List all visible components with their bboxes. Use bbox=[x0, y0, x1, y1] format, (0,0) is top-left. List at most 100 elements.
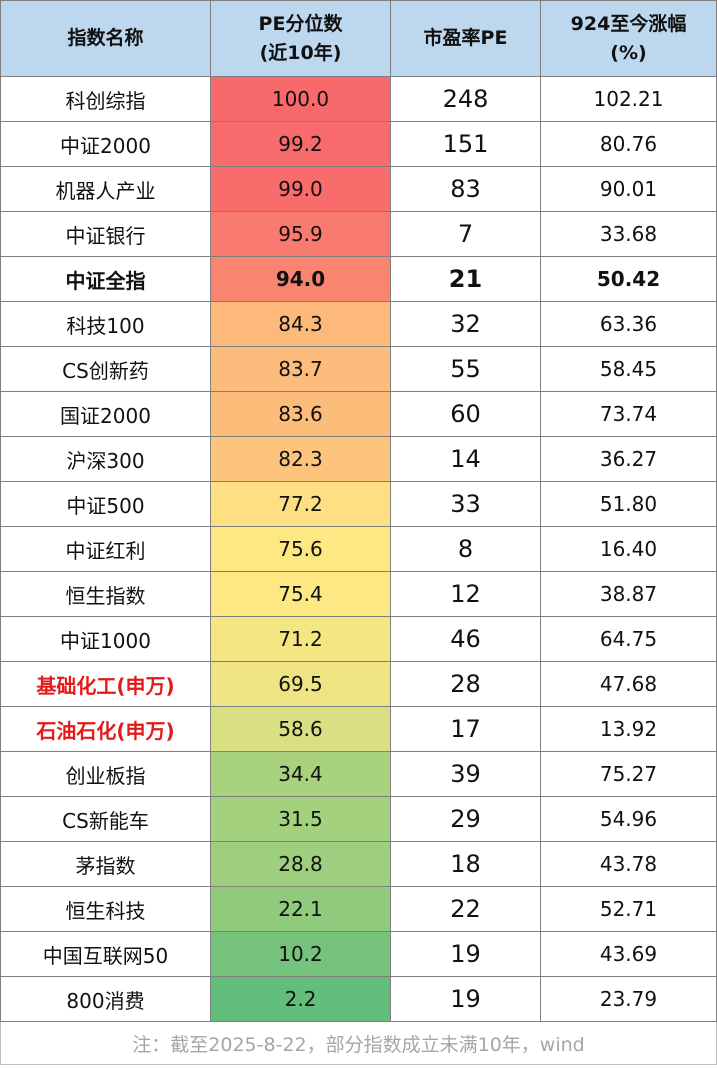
pe-percentile-cell: 71.2 bbox=[210, 616, 391, 662]
pe-percentile-cell: 34.4 bbox=[210, 751, 391, 797]
pe-percentile-cell: 83.6 bbox=[210, 391, 391, 437]
index-name-cell: 中证1000 bbox=[0, 616, 211, 662]
pe-ratio-cell: 28 bbox=[390, 661, 541, 707]
index-name-cell: 国证2000 bbox=[0, 391, 211, 437]
note-row: 注：截至2025-8-22，部分指数成立未满10年，wind bbox=[0, 1021, 717, 1065]
index-name-cell: 中证红利 bbox=[0, 526, 211, 572]
pe-ratio-cell: 39 bbox=[390, 751, 541, 797]
pe-ratio-cell: 60 bbox=[390, 391, 541, 437]
index-name-cell: CS新能车 bbox=[0, 796, 211, 842]
table-row: 茅指数 28.8 18 43.78 bbox=[0, 841, 717, 887]
pe-percentile-cell: 99.0 bbox=[210, 166, 391, 212]
table-row: 基础化工(申万) 69.5 28 47.68 bbox=[0, 661, 717, 707]
pe-percentile-cell: 31.5 bbox=[210, 796, 391, 842]
index-name-cell: 800消费 bbox=[0, 976, 211, 1022]
index-name-cell: 茅指数 bbox=[0, 841, 211, 887]
index-name-cell: CS创新药 bbox=[0, 346, 211, 392]
table-row: CS创新药 83.7 55 58.45 bbox=[0, 346, 717, 392]
index-name-cell: 石油石化(申万) bbox=[0, 706, 211, 752]
gain-cell: 52.71 bbox=[540, 886, 717, 932]
gain-cell: 16.40 bbox=[540, 526, 717, 572]
header-index-name: 指数名称 bbox=[0, 0, 211, 77]
pe-percentile-cell: 2.2 bbox=[210, 976, 391, 1022]
gain-cell: 58.45 bbox=[540, 346, 717, 392]
gain-cell: 38.87 bbox=[540, 571, 717, 617]
pe-ratio-cell: 83 bbox=[390, 166, 541, 212]
table-body: 科创综指 100.0 248 102.21 中证2000 99.2 151 80.76 机器人产… bbox=[0, 76, 717, 1022]
pe-ratio-cell: 46 bbox=[390, 616, 541, 662]
gain-cell: 73.74 bbox=[540, 391, 717, 437]
table-row: 石油石化(申万) 58.6 17 13.92 bbox=[0, 706, 717, 752]
pe-ratio-cell: 17 bbox=[390, 706, 541, 752]
index-name-cell: 科创综指 bbox=[0, 76, 211, 122]
pe-percentile-cell: 28.8 bbox=[210, 841, 391, 887]
header-gain-line2: (%) bbox=[610, 41, 647, 64]
pe-ratio-cell: 55 bbox=[390, 346, 541, 392]
header-pe-ratio: 市盈率PE bbox=[390, 0, 541, 77]
table-row: 科创综指 100.0 248 102.21 bbox=[0, 76, 717, 122]
table-row: 中证500 77.2 33 51.80 bbox=[0, 481, 717, 527]
gain-cell: 33.68 bbox=[540, 211, 717, 257]
pe-ratio-cell: 19 bbox=[390, 931, 541, 977]
gain-cell: 36.27 bbox=[540, 436, 717, 482]
table-row: 机器人产业 99.0 83 90.01 bbox=[0, 166, 717, 212]
table-row: 恒生指数 75.4 12 38.87 bbox=[0, 571, 717, 617]
index-name-cell: 中证全指 bbox=[0, 256, 211, 302]
index-name-cell: 创业板指 bbox=[0, 751, 211, 797]
table-row: 科技100 84.3 32 63.36 bbox=[0, 301, 717, 347]
pe-percentile-cell: 10.2 bbox=[210, 931, 391, 977]
gain-cell: 50.42 bbox=[540, 256, 717, 302]
pe-percentile-cell: 22.1 bbox=[210, 886, 391, 932]
pe-percentile-cell: 99.2 bbox=[210, 121, 391, 167]
pe-ratio-cell: 33 bbox=[390, 481, 541, 527]
index-name-cell: 中证银行 bbox=[0, 211, 211, 257]
gain-cell: 54.96 bbox=[540, 796, 717, 842]
table-row: 创业板指 34.4 39 75.27 bbox=[0, 751, 717, 797]
table-row: 中证全指 94.0 21 50.42 bbox=[0, 256, 717, 302]
index-name-cell: 中证2000 bbox=[0, 121, 211, 167]
gain-cell: 80.76 bbox=[540, 121, 717, 167]
pe-percentile-cell: 82.3 bbox=[210, 436, 391, 482]
gain-cell: 63.36 bbox=[540, 301, 717, 347]
pe-ratio-cell: 12 bbox=[390, 571, 541, 617]
pe-ratio-cell: 21 bbox=[390, 256, 541, 302]
gain-cell: 102.21 bbox=[540, 76, 717, 122]
pe-ratio-cell: 22 bbox=[390, 886, 541, 932]
gain-cell: 51.80 bbox=[540, 481, 717, 527]
table-row: 中国互联网50 10.2 19 43.69 bbox=[0, 931, 717, 977]
index-name-cell: 中证500 bbox=[0, 481, 211, 527]
pe-ratio-cell: 19 bbox=[390, 976, 541, 1022]
source-note: 注：截至2025-8-22，部分指数成立未满10年，wind bbox=[0, 1021, 717, 1065]
pe-percentile-cell: 77.2 bbox=[210, 481, 391, 527]
pe-ratio-cell: 7 bbox=[390, 211, 541, 257]
pe-percentile-cell: 100.0 bbox=[210, 76, 391, 122]
table-row: 国证2000 83.6 60 73.74 bbox=[0, 391, 717, 437]
table-row: 恒生科技 22.1 22 52.71 bbox=[0, 886, 717, 932]
pe-ratio-cell: 248 bbox=[390, 76, 541, 122]
header-row: 指数名称 PE分位数 (近10年) 市盈率PE 924至今涨幅 (%) bbox=[0, 0, 717, 77]
pe-percentile-cell: 75.4 bbox=[210, 571, 391, 617]
pe-ratio-cell: 8 bbox=[390, 526, 541, 572]
gain-cell: 43.78 bbox=[540, 841, 717, 887]
table-row: CS新能车 31.5 29 54.96 bbox=[0, 796, 717, 842]
gain-cell: 23.79 bbox=[540, 976, 717, 1022]
table-row: 中证红利 75.6 8 16.40 bbox=[0, 526, 717, 572]
gain-cell: 64.75 bbox=[540, 616, 717, 662]
index-name-cell: 基础化工(申万) bbox=[0, 661, 211, 707]
pe-ratio-cell: 151 bbox=[390, 121, 541, 167]
pe-ratio-cell: 29 bbox=[390, 796, 541, 842]
header-gain-line1: 924至今涨幅 bbox=[570, 12, 687, 35]
table-row: 中证银行 95.9 7 33.68 bbox=[0, 211, 717, 257]
pe-ratio-cell: 32 bbox=[390, 301, 541, 347]
table-row: 中证1000 71.2 46 64.75 bbox=[0, 616, 717, 662]
index-name-cell: 恒生指数 bbox=[0, 571, 211, 617]
pe-ratio-cell: 18 bbox=[390, 841, 541, 887]
pe-percentile-cell: 75.6 bbox=[210, 526, 391, 572]
index-name-cell: 机器人产业 bbox=[0, 166, 211, 212]
index-name-cell: 恒生科技 bbox=[0, 886, 211, 932]
index-name-cell: 科技100 bbox=[0, 301, 211, 347]
gain-cell: 43.69 bbox=[540, 931, 717, 977]
table-row: 沪深300 82.3 14 36.27 bbox=[0, 436, 717, 482]
